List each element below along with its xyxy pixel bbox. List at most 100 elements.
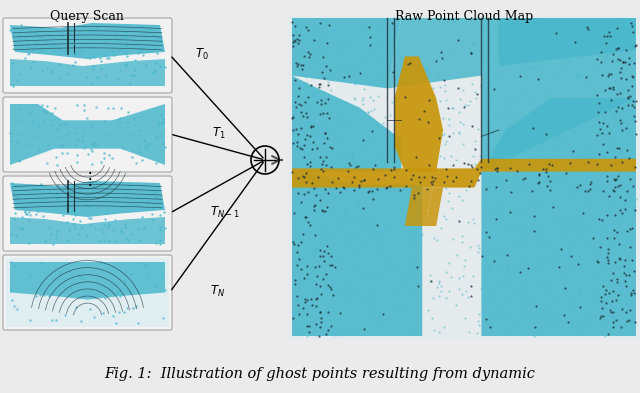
- Point: [623, 129, 634, 135]
- Point: [349, 187, 359, 193]
- Point: [123, 187, 133, 193]
- Point: [609, 78, 620, 84]
- Point: [592, 161, 602, 167]
- Point: [576, 227, 586, 233]
- Point: [79, 128, 89, 134]
- Point: [346, 123, 356, 129]
- Point: [79, 101, 89, 108]
- Point: [388, 291, 399, 297]
- Point: [324, 283, 335, 290]
- Point: [303, 49, 314, 55]
- Point: [321, 34, 331, 40]
- Point: [313, 250, 323, 257]
- Point: [52, 195, 62, 201]
- Point: [397, 142, 408, 148]
- Point: [31, 31, 42, 38]
- Point: [411, 149, 421, 155]
- Point: [612, 170, 623, 176]
- Point: [567, 217, 577, 223]
- Point: [114, 288, 124, 294]
- Point: [295, 330, 305, 336]
- Point: [300, 191, 310, 197]
- Point: [541, 94, 551, 101]
- Point: [586, 319, 596, 325]
- Point: [611, 152, 621, 159]
- Point: [295, 285, 305, 291]
- Point: [43, 142, 53, 148]
- Point: [306, 157, 316, 163]
- Point: [158, 315, 168, 321]
- Point: [616, 75, 627, 82]
- Point: [362, 317, 372, 323]
- Point: [596, 59, 606, 65]
- Point: [346, 292, 356, 298]
- Point: [503, 281, 513, 288]
- Point: [498, 305, 508, 312]
- Point: [320, 130, 330, 136]
- Point: [291, 104, 301, 110]
- Point: [534, 178, 544, 185]
- Point: [81, 114, 92, 121]
- Point: [318, 109, 328, 116]
- Point: [81, 74, 92, 81]
- Point: [36, 102, 47, 108]
- Point: [428, 178, 438, 184]
- Point: [381, 316, 391, 323]
- Point: [621, 318, 632, 324]
- Point: [359, 177, 369, 183]
- Point: [85, 203, 95, 209]
- Point: [501, 275, 511, 282]
- Point: [102, 189, 112, 195]
- Point: [428, 116, 438, 122]
- Point: [501, 263, 511, 269]
- Point: [310, 192, 321, 198]
- Point: [606, 162, 616, 168]
- Point: [156, 241, 166, 247]
- Point: [417, 81, 428, 87]
- Point: [436, 224, 447, 231]
- Polygon shape: [499, 18, 636, 66]
- Point: [42, 160, 52, 167]
- Point: [623, 33, 634, 39]
- Point: [502, 252, 512, 258]
- Point: [467, 81, 477, 87]
- Point: [9, 45, 19, 51]
- Point: [292, 242, 303, 248]
- Point: [603, 246, 613, 252]
- Point: [389, 174, 399, 180]
- Point: [353, 233, 363, 239]
- Point: [592, 55, 602, 62]
- Point: [10, 210, 20, 217]
- Point: [597, 298, 607, 304]
- Point: [610, 78, 620, 84]
- Point: [621, 283, 631, 289]
- Point: [402, 163, 412, 169]
- Point: [355, 56, 365, 62]
- Point: [143, 26, 154, 32]
- Point: [502, 164, 512, 171]
- Point: [484, 97, 495, 104]
- Point: [415, 87, 425, 93]
- Point: [365, 196, 376, 202]
- Point: [550, 250, 560, 256]
- Point: [326, 164, 336, 170]
- Point: [521, 163, 531, 169]
- Point: [615, 116, 625, 123]
- Point: [35, 34, 45, 40]
- Point: [429, 146, 439, 152]
- Point: [581, 74, 591, 80]
- Point: [15, 118, 26, 124]
- Point: [364, 139, 374, 145]
- Point: [372, 229, 383, 235]
- Point: [143, 141, 153, 148]
- Point: [621, 147, 632, 153]
- Point: [406, 203, 417, 209]
- Point: [102, 209, 112, 216]
- Point: [337, 332, 347, 338]
- Point: [303, 94, 313, 100]
- Point: [376, 156, 387, 163]
- Point: [54, 143, 65, 149]
- Point: [556, 224, 566, 231]
- Point: [128, 305, 138, 311]
- Point: [629, 290, 639, 297]
